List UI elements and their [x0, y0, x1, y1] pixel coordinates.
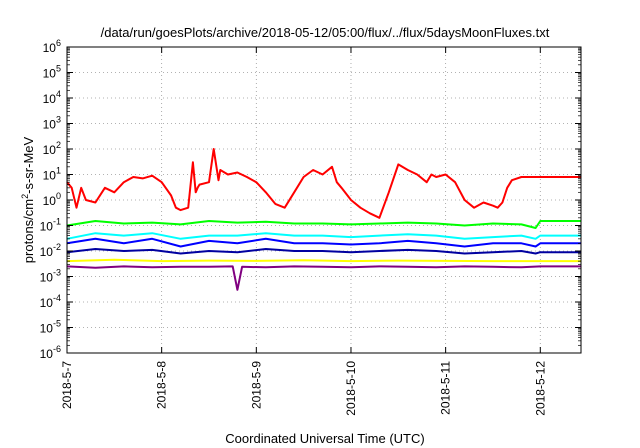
y-tick-exponent: 5 [56, 64, 61, 74]
y-tick-base: 10 [43, 118, 57, 132]
y-tick-exponent: -3 [53, 268, 61, 278]
x-tick-label: 2018-5-9 [249, 361, 263, 409]
y-tick-exponent: 1 [56, 166, 61, 176]
y-tick-exponent: -1 [53, 217, 61, 227]
y-tick-exponent: 3 [56, 115, 61, 125]
y-tick-label: 102 [43, 140, 61, 157]
y-axis-title: protons/cm2-s-sr-MeV [20, 136, 36, 263]
series-line-2 [66, 220, 581, 229]
y-tick-base: 10 [40, 271, 54, 285]
y-tick-label: 105 [43, 64, 61, 81]
x-tick-labels: 2018-5-7 2018-5-8 2018-5-9 2018-5-10 2018-5-… [60, 361, 547, 416]
axis-ticks [66, 46, 581, 354]
x-tick-label: 2018-5-12 [533, 361, 547, 416]
y-tick-base: 10 [43, 194, 57, 208]
chart-title: /data/run/goesPlots/archive/2018-05-12/0… [101, 25, 550, 40]
y-tick-base: 10 [43, 143, 57, 157]
y-tick-labels: 10-610-510-410-310-210-11001011021031041… [40, 38, 61, 361]
y-tick-label: 10-1 [40, 217, 61, 234]
series-line-3 [66, 232, 581, 240]
series-line-6 [66, 258, 581, 263]
y-tick-label: 106 [43, 38, 61, 55]
y-axis-title-superscript: 2 [20, 194, 30, 199]
y-tick-exponent: -5 [53, 319, 61, 329]
y-tick-label: 101 [43, 166, 61, 183]
y-tick-base: 10 [40, 296, 54, 310]
y-tick-label: 10-2 [40, 242, 61, 259]
y-tick-label: 104 [43, 89, 61, 106]
x-tick-label: 2018-5-11 [439, 361, 453, 415]
y-tick-exponent: 4 [56, 89, 61, 99]
x-tick-label: 2018-5-8 [155, 361, 169, 409]
x-tick-label: 2018-5-7 [60, 361, 74, 409]
y-tick-base: 10 [43, 169, 57, 183]
series-line-4 [66, 237, 581, 248]
y-tick-exponent: 6 [56, 38, 61, 48]
y-tick-base: 10 [40, 220, 54, 234]
y-tick-exponent: -2 [53, 242, 61, 252]
series-line-5 [66, 248, 581, 255]
y-tick-base: 10 [43, 41, 57, 55]
y-tick-label: 100 [43, 191, 61, 208]
y-tick-base: 10 [40, 347, 54, 361]
y-tick-exponent: 2 [56, 140, 61, 150]
y-axis-title-part: protons/cm [21, 199, 36, 263]
y-tick-label: 10-4 [40, 293, 61, 310]
series-line-7 [66, 265, 581, 291]
y-tick-label: 10-3 [40, 268, 61, 285]
x-axis-title: Coordinated Universal Time (UTC) [225, 431, 424, 446]
y-tick-label: 10-5 [40, 319, 61, 336]
y-tick-label: 103 [43, 115, 61, 132]
y-tick-exponent: 0 [56, 191, 61, 201]
y-axis-title-part: -s-sr-MeV [21, 136, 36, 193]
x-tick-label: 2018-5-10 [344, 361, 358, 416]
series-layer [66, 148, 581, 291]
y-tick-base: 10 [43, 67, 57, 81]
y-tick-base: 10 [40, 245, 54, 259]
y-tick-exponent: -6 [53, 344, 61, 354]
series-line-1 [66, 148, 581, 219]
y-tick-base: 10 [43, 92, 57, 106]
y-tick-base: 10 [40, 322, 54, 336]
y-tick-label: 10-6 [40, 344, 61, 361]
y-tick-exponent: -4 [53, 293, 61, 303]
